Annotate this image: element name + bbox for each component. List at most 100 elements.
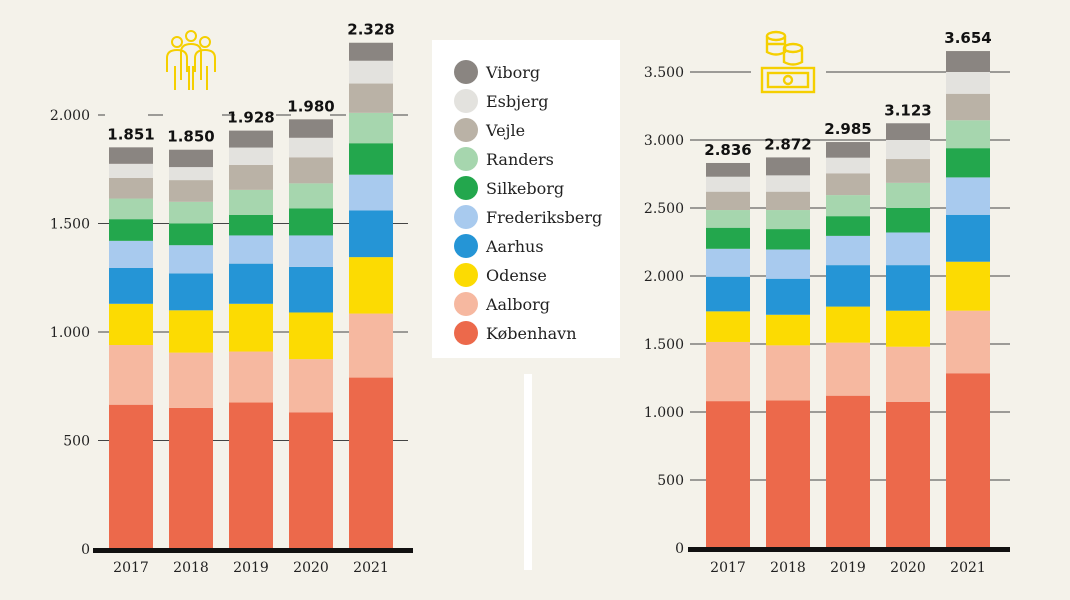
y-tick-label: 3.500 <box>644 65 684 81</box>
legend-item: Aarhus <box>454 233 544 259</box>
bar-segment-randers <box>289 183 333 209</box>
bar-segment-esbjerg <box>946 72 990 94</box>
bar-segment-frederiksberg <box>109 240 153 268</box>
x-tick-label: 2018 <box>173 560 209 576</box>
bar-segment-københavn <box>349 377 393 549</box>
legend-label: Aalborg <box>486 294 550 314</box>
bar-segment-vejle <box>349 83 393 113</box>
bar-segment-københavn <box>946 373 990 548</box>
x-tick-label: 2021 <box>950 560 986 576</box>
total-label: 3.654 <box>944 29 991 47</box>
bar-segment-viborg <box>109 147 153 164</box>
bar-segment-vejle <box>706 191 750 211</box>
total-label: 2.872 <box>764 135 811 153</box>
x-tick-label: 2020 <box>293 560 329 576</box>
bar-segment-frederiksberg <box>706 248 750 277</box>
bar-segment-frederiksberg <box>886 232 930 266</box>
y-tick-label: 1.000 <box>50 325 90 341</box>
bar-segment-esbjerg <box>706 176 750 192</box>
legend: Viborg Esbjerg Vejle Randers Silkeborg Freder… <box>432 40 620 358</box>
legend-item: Frederiksberg <box>454 204 602 230</box>
bar-segment-randers <box>766 210 810 230</box>
bar-segment-esbjerg <box>109 163 153 178</box>
legend-label: Odense <box>486 265 547 285</box>
bar-segment-københavn <box>289 412 333 549</box>
legend-label: Aarhus <box>486 236 544 256</box>
people-group-icon <box>166 30 216 90</box>
bar-segment-frederiksberg <box>169 245 213 274</box>
bar-segment-odense <box>706 311 750 342</box>
legend-label: Vejle <box>486 120 526 140</box>
bar-segment-aalborg <box>289 359 333 413</box>
legend-item: Aalborg <box>454 291 550 317</box>
bar-segment-odense <box>886 310 930 347</box>
bar-segment-esbjerg <box>826 157 870 174</box>
bar-segment-viborg <box>886 123 930 140</box>
y-tick-label: 0 <box>675 541 684 557</box>
bar-segment-odense <box>349 257 393 314</box>
bar-segment-vejle <box>229 164 273 190</box>
legend-item: København <box>454 320 577 346</box>
bar-segment-vejle <box>886 159 930 183</box>
bar-segment-vejle <box>289 157 333 184</box>
bar-segment-viborg <box>169 149 213 168</box>
total-label: 1.980 <box>287 97 334 115</box>
bar-segment-aalborg <box>826 342 870 396</box>
bar-segment-odense <box>169 310 213 353</box>
bar-segment-viborg <box>706 162 750 177</box>
legend-item: Esbjerg <box>454 88 548 114</box>
bar-segment-esbjerg <box>766 175 810 192</box>
bar-segment-frederiksberg <box>826 235 870 266</box>
legend-label: Esbjerg <box>486 91 549 111</box>
chart-right-amount: 0 500 1.000 1.500 2.000 2.500 3.000 3.500 2.836 2… <box>644 29 1010 576</box>
bar-segment-odense <box>766 314 810 346</box>
bar-segment-esbjerg <box>169 167 213 181</box>
bar-segment-københavn <box>109 404 153 549</box>
legend-label: Viborg <box>486 62 541 82</box>
bar-segment-silkeborg <box>349 143 393 175</box>
bar-segment-silkeborg <box>169 223 213 246</box>
bar-segment-frederiksberg <box>229 235 273 264</box>
bar-segment-københavn <box>229 402 273 549</box>
bar-segment-esbjerg <box>886 140 930 160</box>
y-tick-label: 2.000 <box>50 108 90 124</box>
divider <box>524 374 532 570</box>
bar-segment-silkeborg <box>109 219 153 241</box>
bar-segment-aarhus <box>349 210 393 258</box>
legend-swatch <box>454 60 478 84</box>
bar-segment-randers <box>109 198 153 220</box>
chart-left-persons: 0 500 1.000 1.500 2.000 1.851 2017 1.850 2018 1.9… <box>50 21 413 576</box>
legend-swatch <box>454 205 478 229</box>
legend-swatch <box>454 263 478 287</box>
bar-segment-odense <box>826 306 870 343</box>
bar-segment-silkeborg <box>706 227 750 249</box>
bar-segment-viborg <box>229 130 273 148</box>
y-tick-label: 1.000 <box>644 405 684 421</box>
legend-label: Randers <box>486 149 554 169</box>
x-tick-label: 2019 <box>830 560 866 576</box>
bar-segment-odense <box>289 312 333 360</box>
bar-segment-viborg <box>349 42 393 61</box>
y-tick-label: 500 <box>657 473 684 489</box>
bar-segment-viborg <box>826 142 870 158</box>
bar-segment-esbjerg <box>349 60 393 84</box>
legend-swatch <box>454 321 478 345</box>
bar-segment-aalborg <box>706 341 750 402</box>
x-tick-label: 2017 <box>710 560 746 576</box>
bar-segment-vejle <box>109 177 153 199</box>
total-label: 2.836 <box>704 141 751 159</box>
bar-segment-københavn <box>766 400 810 548</box>
bar-segment-randers <box>349 112 393 144</box>
total-label: 2.328 <box>347 21 394 39</box>
y-tick-label: 1.500 <box>644 337 684 353</box>
x-tick-label: 2017 <box>113 560 149 576</box>
total-label: 3.123 <box>884 101 931 119</box>
x-tick-label: 2018 <box>770 560 806 576</box>
bar-segment-frederiksberg <box>946 177 990 215</box>
x-tick-label: 2020 <box>890 560 926 576</box>
legend-label: Silkeborg <box>486 178 565 198</box>
legend-item: Silkeborg <box>454 175 564 201</box>
coins-money-icon <box>760 30 816 94</box>
legend-swatch <box>454 147 478 171</box>
bar-segment-vejle <box>169 180 213 202</box>
